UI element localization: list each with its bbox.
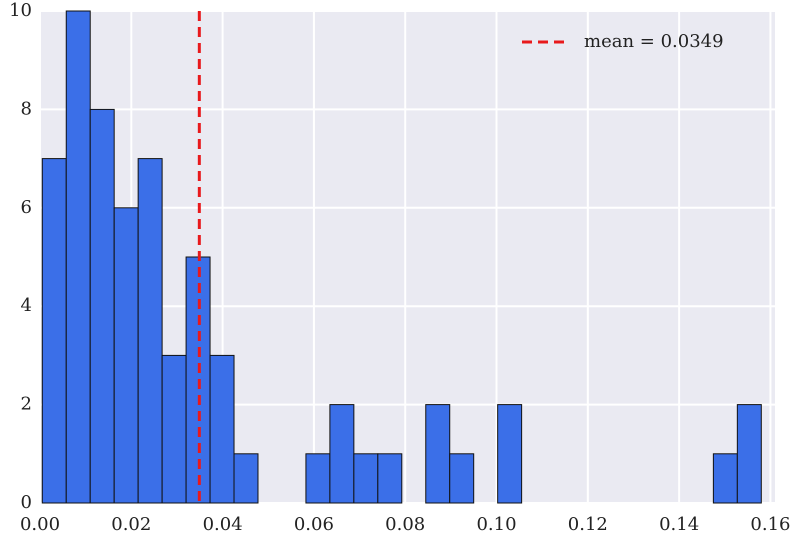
bar	[712, 453, 738, 504]
bar	[425, 404, 451, 504]
bar	[329, 404, 355, 504]
y-tick-label: 4	[21, 295, 32, 316]
x-tick-label: 0.06	[294, 514, 334, 535]
bar	[353, 453, 379, 504]
bar	[305, 453, 331, 504]
bar	[497, 404, 523, 504]
bar	[161, 354, 187, 504]
y-tick-label: 8	[21, 98, 32, 119]
x-tick-label: 0.10	[476, 514, 516, 535]
bar	[41, 158, 67, 504]
y-tick-label: 6	[21, 197, 32, 218]
bar	[377, 453, 403, 504]
bar	[113, 207, 139, 504]
x-tick-label: 0.16	[750, 514, 790, 535]
y-tick-label: 2	[21, 394, 32, 415]
x-tick-label: 0.08	[385, 514, 425, 535]
x-tick-label: 0.04	[203, 514, 243, 535]
x-tick-label: 0.00	[20, 514, 60, 535]
x-tick-label: 0.12	[568, 514, 608, 535]
bar	[449, 453, 475, 504]
bar	[65, 10, 91, 504]
bar	[736, 404, 762, 504]
y-tick-label: 0	[21, 492, 32, 513]
x-tick-label: 0.14	[659, 514, 699, 535]
bar	[233, 453, 259, 504]
legend-label: mean = 0.0349	[584, 31, 724, 52]
y-tick-label: 10	[9, 0, 32, 21]
bar	[137, 158, 163, 504]
bar	[209, 354, 235, 504]
x-tick-label: 0.02	[111, 514, 151, 535]
bar	[89, 108, 115, 504]
